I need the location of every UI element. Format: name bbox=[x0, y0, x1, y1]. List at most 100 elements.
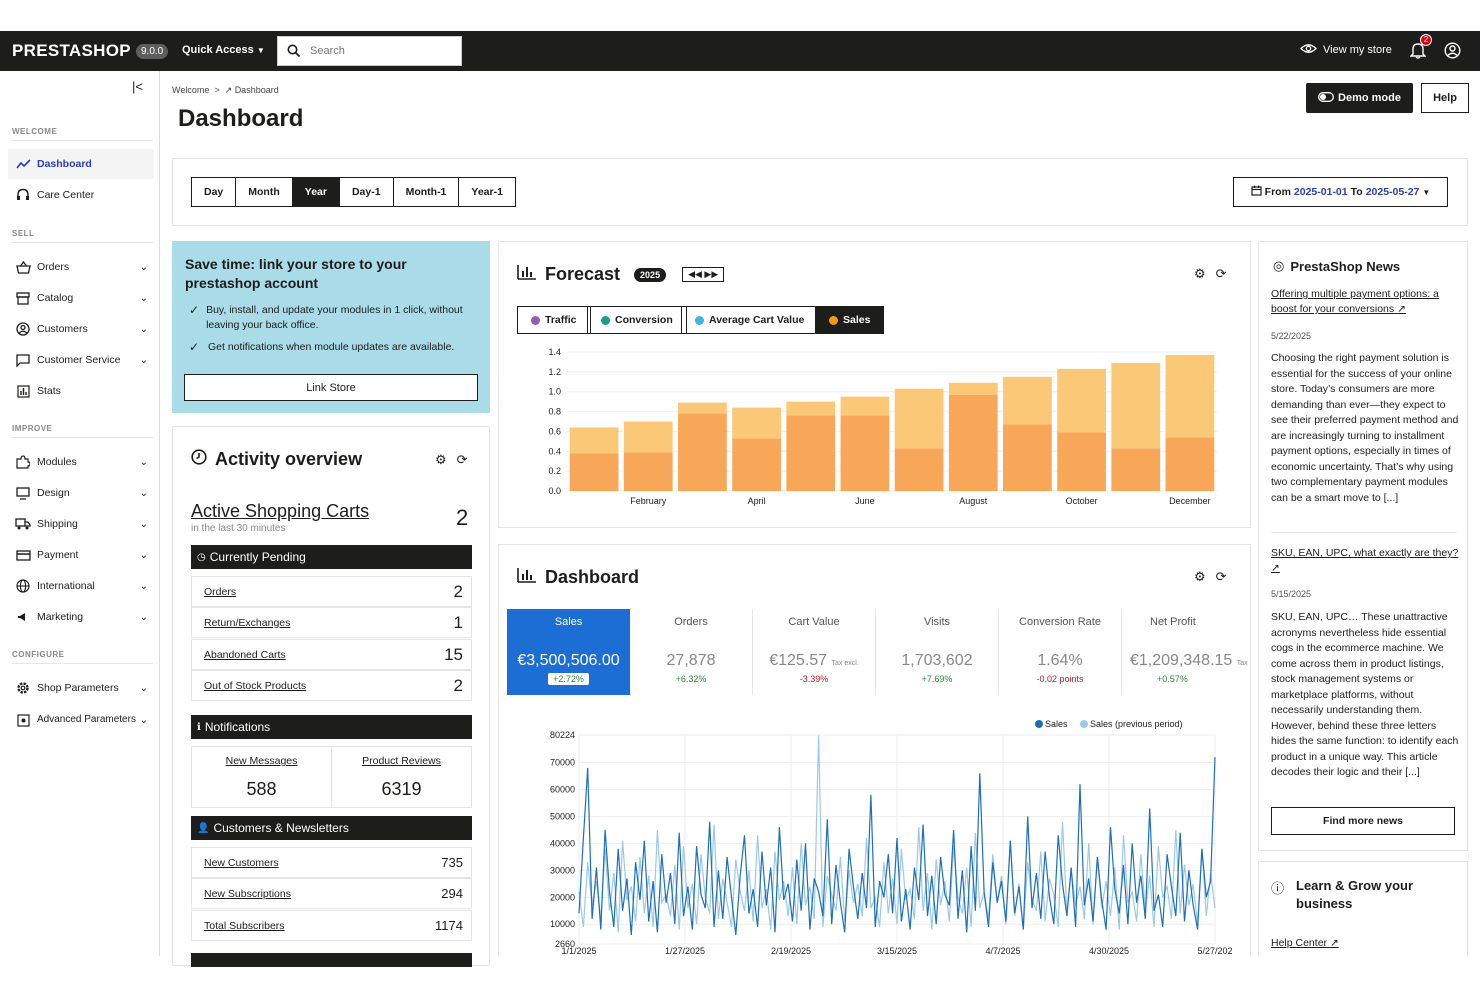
logo[interactable]: PRESTASHOP bbox=[12, 41, 131, 60]
x-tick-label: 1/27/2025 bbox=[665, 946, 705, 955]
refresh-icon[interactable]: ⟳ bbox=[456, 452, 468, 467]
kpi-cart-value[interactable]: Cart Value €125.57 Tax excl. -3.39% bbox=[753, 609, 876, 695]
gear-icon[interactable]: ⚙ bbox=[435, 452, 447, 467]
pending-returns-link[interactable]: Return/Exchanges bbox=[204, 616, 291, 629]
chevron-down-icon[interactable]: ⌄ bbox=[139, 682, 148, 694]
chevron-down-icon[interactable]: ⌄ bbox=[139, 323, 148, 335]
new-subscriptions-link[interactable]: New Subscriptions bbox=[204, 887, 291, 900]
forecast-tab-conversion[interactable]: Conversion bbox=[587, 306, 687, 334]
help-center-link[interactable]: Help Center ↗ bbox=[1271, 937, 1339, 949]
sidebar-item-catalog[interactable]: Catalog ⌄ bbox=[8, 283, 154, 313]
bar bbox=[732, 438, 781, 491]
year-nav-arrows[interactable]: ◀◀ ▶▶ bbox=[682, 267, 725, 282]
pending-abandoned-link[interactable]: Abandoned Carts bbox=[204, 648, 286, 661]
find-more-news-button[interactable]: Find more news bbox=[1271, 807, 1455, 835]
sidebar-item-shop-parameters[interactable]: Shop Parameters ⌄ bbox=[8, 673, 154, 703]
forecast-tab-average-cart[interactable]: Average Cart Value bbox=[681, 306, 819, 334]
breadcrumb-welcome[interactable]: Welcome bbox=[172, 85, 210, 95]
chevron-down-icon[interactable]: ⌄ bbox=[139, 456, 148, 468]
sidebar-item-modules[interactable]: Modules ⌄ bbox=[8, 447, 154, 477]
period-day-button[interactable]: Day bbox=[192, 178, 237, 206]
new-messages-link[interactable]: New Messages bbox=[225, 755, 298, 767]
demo-mode-toggle[interactable]: Demo mode bbox=[1306, 83, 1413, 113]
search-input[interactable] bbox=[310, 45, 450, 57]
date-range-picker[interactable]: From 2025-01-01 To 2025-05-27 ▼ bbox=[1233, 177, 1448, 207]
kpi-net-profit[interactable]: Net Profit €1,209,348.15 Tax +0.57% bbox=[1122, 609, 1252, 695]
forecast-tab-traffic[interactable]: Traffic bbox=[517, 306, 591, 334]
chevron-down-icon[interactable]: ⌄ bbox=[139, 354, 148, 366]
y-tick-label: 0.8 bbox=[548, 407, 561, 417]
sidebar-item-stats[interactable]: Stats bbox=[8, 376, 154, 406]
kpi-title: Cart Value bbox=[788, 616, 840, 628]
y-tick-label: 30000 bbox=[550, 865, 575, 875]
new-messages-value: 588 bbox=[246, 779, 277, 799]
account-icon[interactable] bbox=[1444, 42, 1461, 64]
bell-icon[interactable] bbox=[1409, 41, 1427, 64]
customers-title: Customers & Newsletters bbox=[213, 821, 349, 835]
gear-icon[interactable]: ⚙ bbox=[1194, 569, 1206, 584]
kpi-conversion-rate[interactable]: Conversion Rate 1.64% -0.02 points bbox=[999, 609, 1122, 695]
y-tick-label: 80224 bbox=[550, 730, 575, 740]
chevron-down-icon[interactable]: ⌄ bbox=[139, 611, 148, 623]
refresh-icon[interactable]: ⟳ bbox=[1215, 569, 1227, 584]
period-year-button[interactable]: Year bbox=[292, 178, 340, 206]
forecast-tab-sales[interactable]: Sales bbox=[815, 306, 885, 334]
chevron-down-icon[interactable]: ⌄ bbox=[139, 549, 148, 561]
active-carts-link[interactable]: Active Shopping Carts bbox=[191, 501, 370, 521]
view-store-link[interactable]: View my store bbox=[1300, 43, 1392, 57]
news-article-link[interactable]: SKU, EAN, UPC, what exactly are they? ↗ bbox=[1271, 546, 1459, 576]
bar bbox=[623, 452, 673, 491]
legend-marker bbox=[1035, 720, 1043, 728]
sidebar-item-advanced-parameters[interactable]: Advanced Parameters ⌄ bbox=[8, 705, 154, 735]
section-configure: CONFIGURE bbox=[12, 650, 152, 664]
chevron-down-icon[interactable]: ⌄ bbox=[139, 261, 148, 273]
refresh-icon[interactable]: ⟳ bbox=[1215, 266, 1227, 281]
chevron-down-icon[interactable]: ⌄ bbox=[139, 580, 148, 592]
sidebar-item-design[interactable]: Design ⌄ bbox=[8, 478, 154, 508]
sidebar-item-marketing[interactable]: Marketing ⌄ bbox=[8, 602, 154, 632]
chevron-down-icon[interactable]: ⌄ bbox=[139, 518, 148, 530]
period-year-1-button[interactable]: Year-1 bbox=[471, 186, 503, 198]
sidebar-item-orders[interactable]: Orders ⌄ bbox=[8, 252, 154, 282]
quick-access-button[interactable]: Quick Access ▼ bbox=[182, 44, 265, 56]
sidebar-item-customer-service[interactable]: Customer Service ⌄ bbox=[8, 345, 154, 375]
kpi-sales[interactable]: Sales €3,500,506.00 +2.72% bbox=[507, 609, 630, 695]
search-box[interactable] bbox=[277, 36, 462, 66]
sidebar-item-dashboard[interactable]: Dashboard bbox=[8, 149, 154, 179]
help-button[interactable]: Help bbox=[1421, 83, 1469, 113]
y-tick-label: 0.4 bbox=[548, 446, 561, 456]
basket-icon bbox=[14, 260, 32, 274]
pending-outofstock-link[interactable]: Out of Stock Products bbox=[204, 679, 307, 692]
collapse-sidebar-icon[interactable]: |< bbox=[132, 79, 143, 94]
tab-label: Conversion bbox=[615, 314, 673, 326]
news-article-link[interactable]: Offering multiple payment options: a boo… bbox=[1271, 287, 1459, 317]
sidebar-item-customers[interactable]: Customers ⌄ bbox=[8, 314, 154, 344]
sidebar-item-payment[interactable]: Payment ⌄ bbox=[8, 540, 154, 570]
gear-icon[interactable]: ⚙ bbox=[1194, 266, 1206, 281]
sidebar-item-shipping[interactable]: Shipping ⌄ bbox=[8, 509, 154, 539]
external-link-icon: ↗ bbox=[1397, 303, 1406, 315]
new-customers-link[interactable]: New Customers bbox=[204, 856, 279, 869]
pending-orders-link[interactable]: Orders bbox=[204, 585, 237, 598]
period-month-button[interactable]: Month bbox=[236, 178, 293, 206]
chevron-down-icon[interactable]: ⌄ bbox=[139, 487, 148, 499]
sidebar-item-care-center[interactable]: Care Center bbox=[8, 180, 154, 210]
product-reviews-link[interactable]: Product Reviews bbox=[362, 755, 441, 767]
chevron-down-icon[interactable]: ⌄ bbox=[139, 292, 148, 304]
kpi-orders[interactable]: Orders 27,878 +6.32% bbox=[630, 609, 753, 695]
caret-down-icon: ▼ bbox=[256, 46, 265, 55]
x-tick-label: 4/7/2025 bbox=[985, 946, 1020, 955]
total-subscribers-link[interactable]: Total Subscribers bbox=[204, 919, 285, 932]
product-reviews-value: 6319 bbox=[381, 779, 422, 799]
chevron-down-icon[interactable]: ⌄ bbox=[139, 714, 148, 726]
period-month-1-button[interactable]: Month-1 bbox=[394, 178, 460, 206]
search-icon[interactable] bbox=[278, 37, 310, 65]
kpi-title: Net Profit bbox=[1150, 616, 1196, 628]
link-store-button[interactable]: Link Store bbox=[184, 374, 478, 401]
section-improve: IMPROVE bbox=[12, 424, 155, 438]
period-day-1-button[interactable]: Day-1 bbox=[340, 178, 394, 206]
chat-icon bbox=[14, 353, 32, 367]
pending-row: Out of Stock Products 2 bbox=[191, 670, 472, 701]
kpi-visits[interactable]: Visits 1,703,602 +7.69% bbox=[876, 609, 999, 695]
sidebar-item-international[interactable]: International ⌄ bbox=[8, 571, 154, 601]
